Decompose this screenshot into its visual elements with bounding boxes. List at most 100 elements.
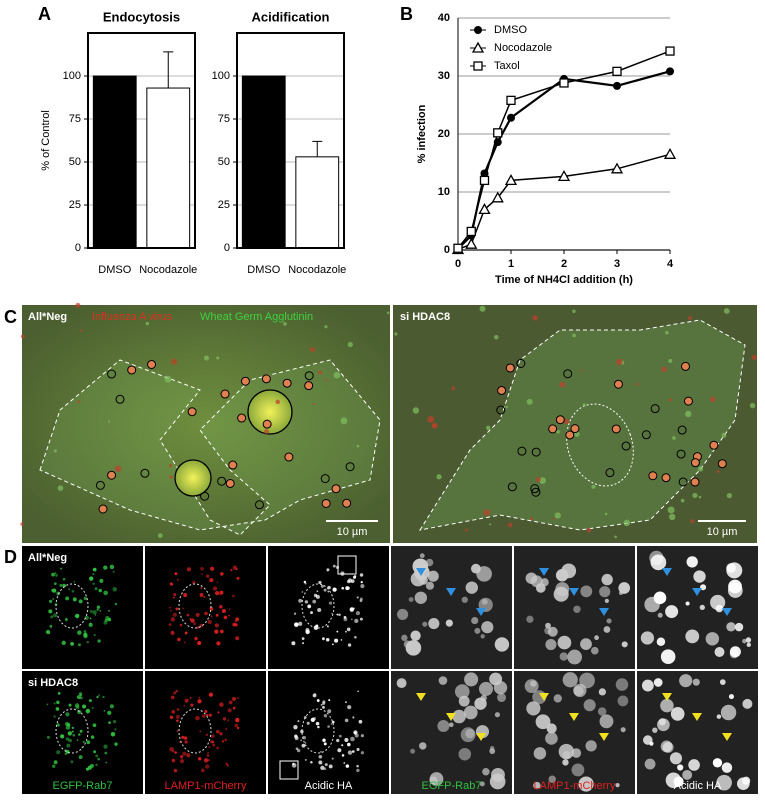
puncta — [328, 601, 333, 605]
virus-marker — [507, 482, 517, 492]
puncta — [208, 692, 213, 697]
virus-marker — [648, 471, 658, 481]
puncta — [410, 748, 416, 754]
puncta — [170, 609, 172, 612]
virus-marker — [107, 470, 117, 480]
virus-marker — [690, 477, 700, 487]
puncta — [235, 717, 240, 723]
speckle — [539, 477, 547, 485]
puncta — [597, 707, 607, 716]
arrowhead — [692, 713, 702, 721]
speckle — [340, 417, 348, 425]
puncta — [79, 696, 83, 700]
puncta — [304, 600, 309, 604]
marker — [504, 174, 518, 186]
puncta — [184, 631, 188, 635]
puncta — [171, 758, 176, 763]
panel-d: All*Neg si HDAC8 EGFP-Rab7 LAMP1-mCherry Aci… — [22, 546, 758, 794]
puncta — [92, 610, 97, 615]
arrowhead — [569, 713, 579, 721]
puncta — [737, 777, 750, 791]
puncta — [46, 735, 50, 739]
puncta — [94, 587, 98, 591]
marker — [491, 191, 504, 203]
y-tick-label: 0 — [75, 242, 81, 254]
puncta — [298, 621, 303, 626]
speckle — [723, 308, 730, 314]
puncta — [51, 588, 55, 593]
cell-outline — [39, 359, 381, 536]
speckle — [114, 465, 122, 472]
puncta — [345, 630, 347, 633]
puncta — [53, 702, 56, 705]
puncta — [351, 750, 355, 753]
puncta — [198, 757, 202, 761]
puncta — [219, 604, 223, 609]
puncta — [204, 764, 210, 769]
y-tick-label: 40 — [438, 12, 450, 24]
puncta — [175, 690, 178, 693]
puncta — [56, 750, 61, 755]
puncta — [670, 707, 685, 721]
puncta — [429, 772, 444, 786]
speckle — [216, 356, 220, 360]
arrowhead — [539, 568, 549, 576]
arrowhead — [662, 693, 672, 701]
puncta — [221, 608, 226, 613]
puncta — [458, 747, 472, 761]
puncta — [660, 698, 674, 713]
speckle — [427, 415, 435, 423]
puncta — [657, 718, 670, 732]
puncta — [83, 632, 88, 638]
marker — [663, 147, 677, 159]
speckle — [263, 429, 269, 435]
y-tick-label: 20 — [438, 128, 450, 140]
puncta — [109, 564, 115, 570]
puncta — [322, 738, 326, 742]
speckle — [572, 309, 576, 313]
virus-marker — [147, 359, 157, 369]
puncta — [746, 642, 751, 648]
speckle — [623, 519, 631, 527]
puncta — [307, 604, 312, 609]
puncta — [169, 582, 173, 586]
speckle — [20, 334, 25, 339]
puncta — [336, 630, 339, 633]
speckle — [318, 370, 323, 375]
virus-marker — [282, 378, 292, 388]
puncta — [397, 608, 409, 620]
puncta — [305, 628, 310, 632]
puncta — [224, 738, 227, 742]
puncta — [70, 760, 74, 764]
marker — [473, 61, 483, 71]
puncta — [578, 776, 594, 792]
puncta — [203, 595, 206, 599]
puncta — [494, 712, 501, 718]
puncta — [526, 701, 541, 716]
speckle — [275, 399, 281, 405]
puncta — [298, 598, 303, 603]
puncta — [172, 612, 177, 617]
arrowhead — [662, 568, 672, 576]
virus-marker — [140, 468, 150, 478]
puncta — [219, 590, 224, 595]
puncta — [227, 708, 232, 713]
puncta — [721, 762, 733, 773]
puncta — [208, 745, 211, 749]
puncta — [312, 693, 317, 698]
panel-label: B — [400, 4, 413, 24]
puncta — [186, 567, 191, 572]
puncta — [171, 750, 175, 753]
virus-marker — [127, 365, 137, 375]
scale-label: 10 µm — [707, 526, 738, 538]
puncta — [52, 598, 55, 600]
puncta — [232, 696, 236, 701]
puncta — [594, 635, 599, 641]
virus-marker — [516, 359, 526, 369]
puncta — [716, 774, 732, 791]
puncta — [220, 572, 224, 576]
puncta — [653, 678, 663, 687]
puncta — [51, 572, 55, 577]
speckle — [529, 517, 533, 521]
nucleus-outline — [566, 403, 634, 487]
